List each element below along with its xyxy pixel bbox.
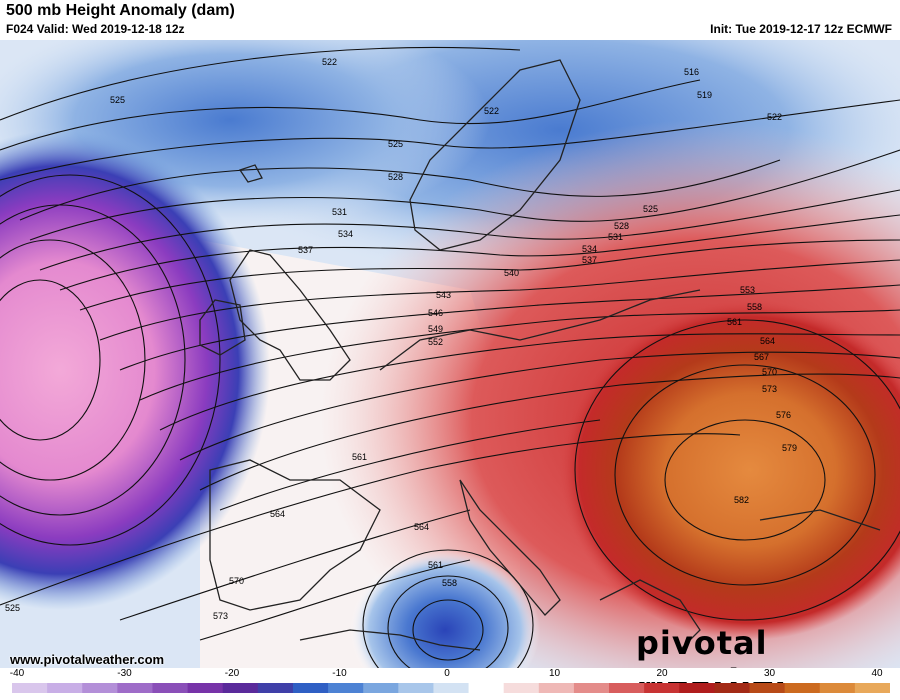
north-africa-coast xyxy=(299,629,481,651)
contour-label: 543 xyxy=(436,290,451,300)
contour-label: 531 xyxy=(608,232,623,242)
contour-label: 579 xyxy=(782,443,797,453)
colorbar-swatch xyxy=(152,683,189,693)
faroe-coast xyxy=(238,164,263,183)
contour-label: 519 xyxy=(697,90,712,100)
north-europe-coast xyxy=(379,289,701,371)
colorbar-swatch xyxy=(573,683,610,693)
height-contours xyxy=(0,46,900,668)
contour-label: 525 xyxy=(388,139,403,149)
mediterranean-low-shading xyxy=(350,550,540,668)
contour-label: 522 xyxy=(484,106,499,116)
italy-coast xyxy=(459,479,561,616)
contour-label: 528 xyxy=(388,172,403,182)
colorbar-ticks: -40 -30 -20 -10 0 10 20 30 40 xyxy=(0,668,900,682)
colorbar-swatch xyxy=(819,683,856,693)
colorbar-swatch xyxy=(117,683,153,693)
contour-label: 567 xyxy=(754,352,769,362)
contour-label: 534 xyxy=(338,229,353,239)
contour-label: 558 xyxy=(747,302,762,312)
colorbar-swatch xyxy=(468,683,505,693)
colorbar-tick-label: 30 xyxy=(763,668,776,679)
colorbar-tick-label: -10 xyxy=(332,668,347,679)
contour-labels: 522 525 516 519 522 522 525 528 531 534 … xyxy=(5,57,797,621)
contour-label: 576 xyxy=(776,410,791,420)
contour-label: 537 xyxy=(582,255,597,265)
header-bar: 500 mb Height Anomaly (dam) F024 Valid: … xyxy=(0,0,900,40)
colorbar-tick-label: -20 xyxy=(224,668,240,679)
valid-time: F024 Valid: Wed 2019-12-18 12z xyxy=(6,22,185,36)
colorbar-swatch xyxy=(12,683,48,693)
contour-label: 564 xyxy=(270,509,285,519)
contour-label: 564 xyxy=(414,522,429,532)
contour-label: 564 xyxy=(760,336,775,346)
contour-label: 570 xyxy=(762,367,777,377)
contour-label: 570 xyxy=(229,576,244,586)
init-time: Init: Tue 2019-12-17 12z ECMWF xyxy=(710,22,892,36)
contour-label: 525 xyxy=(110,95,125,105)
colorbar-tick-label: 40 xyxy=(871,668,883,679)
colorbar-tick-label: 10 xyxy=(548,668,561,679)
colorbar-swatch xyxy=(257,683,294,693)
contour-label: 516 xyxy=(684,67,699,77)
contour-label: 525 xyxy=(643,204,658,214)
contour-label: 525 xyxy=(5,603,20,613)
contour-label: 558 xyxy=(442,578,457,588)
black-sea-coast xyxy=(759,509,881,531)
contour-label: 561 xyxy=(428,560,443,570)
colorbar-swatch xyxy=(82,683,118,693)
atlantic-low-shading xyxy=(0,130,270,610)
contour-label: 531 xyxy=(332,207,347,217)
contour-label: 561 xyxy=(352,452,367,462)
colorbar-tick-label: -30 xyxy=(117,668,132,679)
colorbar-swatch xyxy=(644,683,680,693)
colorbar-swatch xyxy=(503,683,540,693)
colorbar-swatch xyxy=(363,683,399,693)
colorbar xyxy=(12,683,890,693)
colorbar-swatch xyxy=(609,683,645,693)
colorbar-swatch xyxy=(398,683,434,693)
colorbar-swatch xyxy=(784,683,821,693)
british-isles-coast xyxy=(229,249,351,381)
colorbar-swatch xyxy=(187,683,224,693)
height-anomaly-map: 522 525 516 519 522 522 525 528 531 534 … xyxy=(0,40,900,668)
colorbar-tick-label: -40 xyxy=(9,668,25,679)
contour-label: 522 xyxy=(322,57,337,67)
contour-label: 522 xyxy=(767,112,782,122)
iberia-coast xyxy=(209,459,381,611)
colorbar-swatch xyxy=(538,683,575,693)
map-canvas: 522 525 516 519 522 522 525 528 531 534 … xyxy=(0,40,900,668)
colorbar-swatch xyxy=(714,683,751,693)
colorbar-tick-label: 0 xyxy=(444,668,450,679)
contour-label: 540 xyxy=(504,268,519,278)
map-title: 500 mb Height Anomaly (dam) xyxy=(6,2,235,19)
colorbar-swatch xyxy=(433,683,470,693)
contour-label: 561 xyxy=(727,317,742,327)
contour-label: 534 xyxy=(582,244,597,254)
contour-label: 546 xyxy=(428,308,443,318)
colorbar-swatch xyxy=(292,683,329,693)
colorbar-swatch xyxy=(222,683,259,693)
contour-label: 537 xyxy=(298,245,313,255)
contour-label: 553 xyxy=(740,285,755,295)
scandinavia-coast xyxy=(409,59,581,251)
contour-label: 573 xyxy=(213,611,228,621)
contour-label: 528 xyxy=(614,221,629,231)
colorbar-tick-label: 20 xyxy=(656,668,668,679)
contour-label: 549 xyxy=(428,324,443,334)
coastlines xyxy=(199,59,881,651)
colorbar-swatch xyxy=(47,683,83,693)
contour-label: 582 xyxy=(734,495,749,505)
greece-coast xyxy=(599,579,701,651)
colorbar-swatch xyxy=(328,683,364,693)
colorbar-swatch xyxy=(749,683,786,693)
contour-label: 573 xyxy=(762,384,777,394)
colorbar-swatch xyxy=(854,683,890,693)
high-anomaly-shading xyxy=(560,300,900,640)
website-link[interactable]: www.pivotalweather.com xyxy=(10,652,165,667)
colorbar-swatch xyxy=(679,683,715,693)
contour-label: 552 xyxy=(428,337,443,347)
ireland-coast xyxy=(199,299,246,356)
